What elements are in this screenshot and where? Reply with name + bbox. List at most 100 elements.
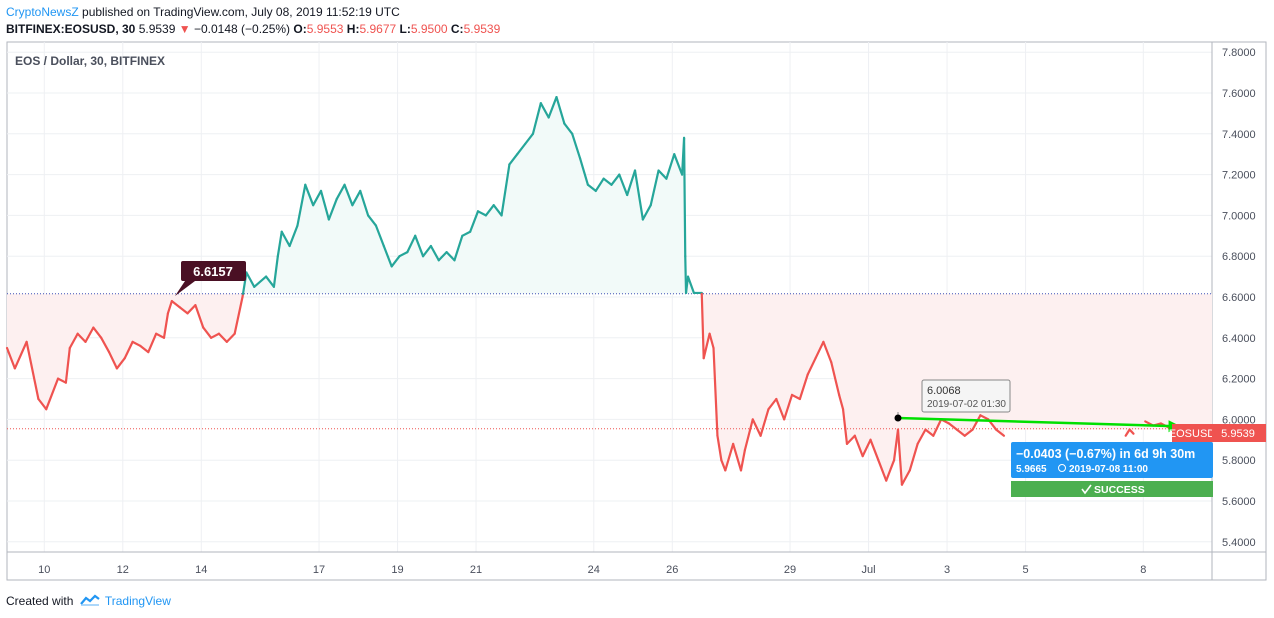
price-line-segment: [398, 251, 409, 258]
price-line-segment: [716, 434, 723, 462]
price-line-segment: [253, 275, 268, 288]
price-line-segment: [885, 459, 896, 482]
symbol-tag-label: EOSUSD: [1169, 428, 1216, 440]
price-line-segment: [896, 428, 904, 486]
created-with-text: Created with: [6, 594, 74, 608]
price-line-segment: [759, 408, 770, 437]
price-line-segment: [830, 361, 841, 397]
y-tick-label: 5.6000: [1222, 496, 1256, 508]
price-line-segment: [445, 251, 456, 262]
success-label: SUCCESS: [1094, 484, 1145, 496]
price-line-segment: [178, 306, 189, 315]
x-tick-label: 3: [944, 564, 950, 576]
y-tick-label: 7.2000: [1222, 170, 1256, 182]
price-line-segment: [100, 336, 111, 354]
x-tick-label: 10: [38, 564, 50, 576]
price-change: −0.0148 (−0.25%): [193, 22, 291, 36]
price-line-segment: [68, 332, 79, 350]
price-line-segment: [900, 469, 911, 486]
price-line-segment: [869, 438, 880, 462]
price-line-segment: [783, 393, 794, 421]
price-line-segment: [995, 428, 1006, 437]
price-line-segment: [37, 397, 48, 411]
projection-sub-value: 5.9665: [1016, 464, 1047, 475]
y-tick-label: 7.8000: [1222, 47, 1256, 59]
price-line-segment: [25, 340, 40, 401]
baseline-callout-label: 6.6157: [193, 264, 233, 279]
price-line-segment: [429, 244, 440, 262]
price-line-segment: [304, 183, 315, 207]
price-line-segment: [139, 344, 150, 354]
x-tick-label: 12: [117, 564, 129, 576]
y-tick-label: 6.2000: [1222, 374, 1256, 386]
price-line-segment: [720, 459, 727, 472]
price-line-segment: [170, 299, 181, 309]
x-tick-label: 19: [391, 564, 403, 576]
price-line-segment: [280, 230, 291, 248]
publish-line: CryptoNewsZ published on TradingView.com…: [6, 5, 400, 19]
publisher-link[interactable]: CryptoNewsZ: [6, 5, 79, 19]
price-line-segment: [64, 346, 71, 384]
area-fill-below-baseline: [7, 293, 1004, 485]
price-line-segment: [1124, 428, 1131, 437]
price-line-segment: [712, 346, 719, 437]
close-value: 5.9539: [463, 22, 501, 36]
symbol-line: BITFINEX:EOSUSD, 30 5.9539 ▼ −0.0148 (−0…: [6, 22, 500, 36]
price-line-segment: [453, 234, 464, 262]
price-line-segment: [684, 275, 690, 295]
price-line-segment: [877, 459, 888, 482]
price-line-segment: [838, 393, 845, 411]
price-line-segment: [272, 255, 279, 288]
projection-info-text: −0.0403 (−0.67%) in 6d 9h 30m: [1016, 447, 1195, 461]
price-line-segment: [555, 95, 566, 125]
price-line-segment: [822, 340, 833, 364]
tradingview-logo-icon: [79, 594, 100, 609]
price-line-segment: [476, 210, 487, 217]
price-line-segment: [492, 204, 503, 217]
price-point-box: [921, 379, 1011, 413]
price-line-segment: [374, 224, 385, 248]
price-line-segment: [359, 189, 370, 217]
price-line-segment: [115, 357, 126, 370]
x-tick-label: Jul: [862, 564, 876, 576]
price-line-segment: [155, 332, 166, 339]
price-line-segment: [217, 332, 228, 343]
checkmark-icon: [1081, 484, 1092, 495]
symbol-tag: [1172, 424, 1212, 442]
x-tick-label: 26: [666, 564, 678, 576]
price-line-segment: [469, 210, 480, 233]
price-line-segment: [665, 153, 676, 180]
clock-icon: [1058, 464, 1066, 472]
price-point-date: 2019-07-02 01:30: [927, 399, 1006, 410]
price-line-segment: [264, 275, 276, 288]
price-line-segment: [775, 397, 786, 421]
footer: Created with TradingView: [6, 594, 171, 609]
price-line-segment: [524, 132, 535, 146]
price-line-segment: [351, 189, 362, 207]
price-line-segment: [210, 332, 221, 339]
price-line-segment: [56, 377, 67, 384]
price-line-segment: [162, 312, 170, 339]
high-value: 5.9677: [359, 22, 397, 36]
price-line-segment: [123, 340, 134, 360]
tradingview-link[interactable]: TradingView: [104, 594, 171, 608]
x-tick-label: 24: [588, 564, 600, 576]
open-label: O:: [293, 22, 307, 36]
last-price-tag: [1212, 424, 1266, 442]
price-line-segment: [202, 326, 213, 339]
price-line-segment: [147, 332, 158, 354]
down-arrow-icon: ▼: [178, 22, 191, 36]
price-line-segment: [955, 428, 966, 437]
price-line-segment: [947, 422, 958, 431]
x-tick-label: 21: [470, 564, 482, 576]
price-line-segment: [13, 340, 28, 370]
x-tick-label: 14: [195, 564, 207, 576]
price-line-segment: [166, 299, 173, 315]
price-line-segment: [84, 326, 95, 343]
price-line-segment: [508, 153, 519, 166]
price-line-segment: [390, 255, 401, 268]
high-label: H:: [346, 22, 360, 36]
price-line-segment: [686, 275, 695, 295]
price-line-segment: [1128, 428, 1135, 435]
